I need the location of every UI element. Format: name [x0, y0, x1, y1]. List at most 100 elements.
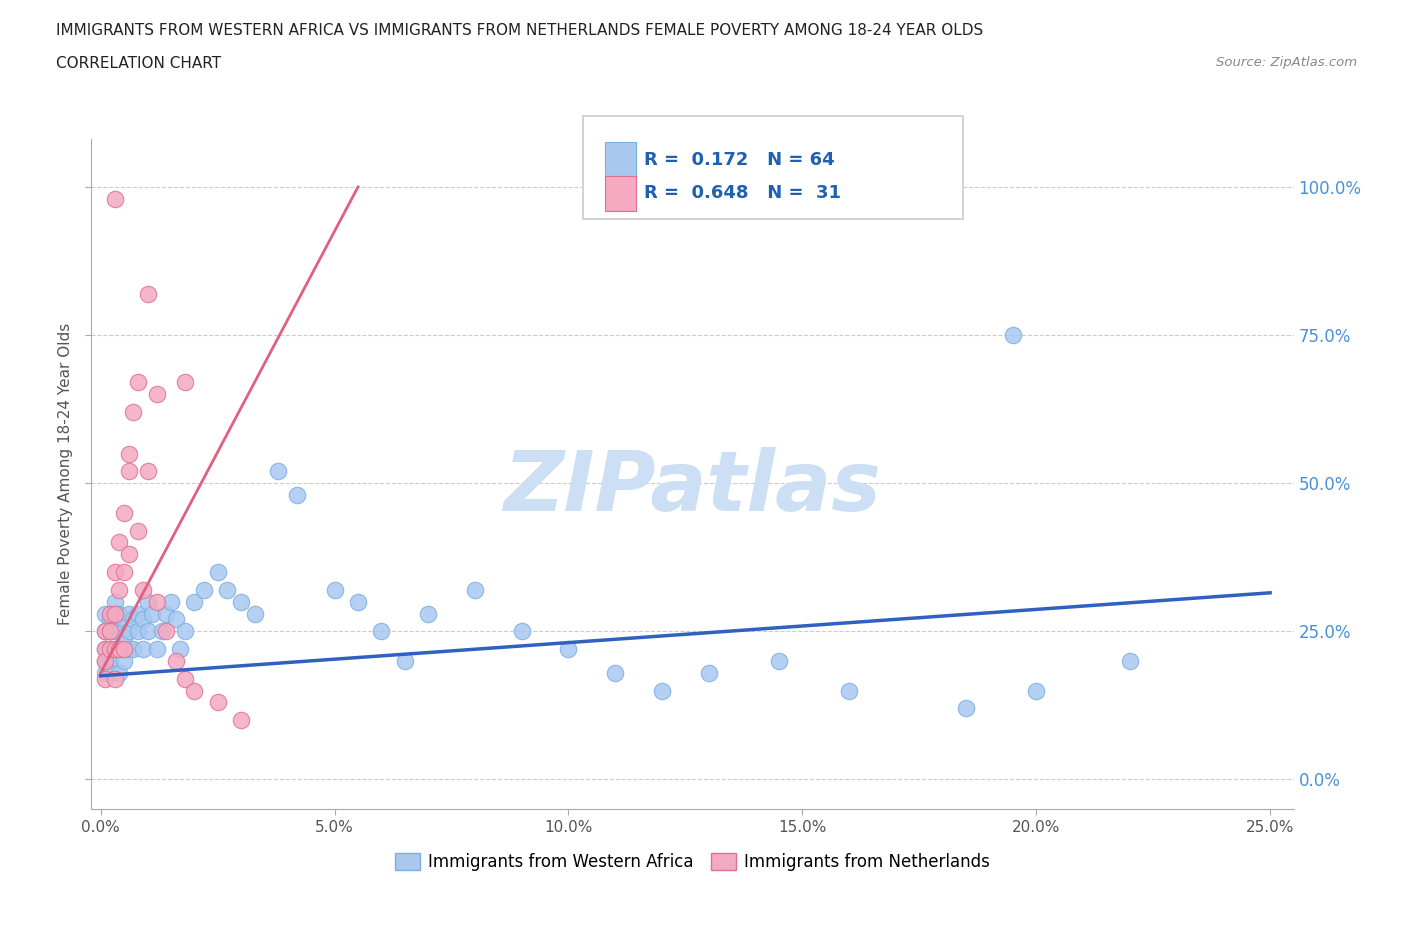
Point — [229, 712, 252, 727]
Point — [94, 624, 117, 639]
Point — [98, 665, 121, 680]
Y-axis label: Female Poverty Among 18-24 Year Olds: Female Poverty Among 18-24 Year Olds — [58, 324, 73, 625]
Text: Source: ZipAtlas.com: Source: ZipAtlas.com — [1216, 56, 1357, 69]
Point — [118, 464, 141, 479]
Point — [243, 606, 266, 621]
Point — [651, 684, 673, 698]
Point — [267, 464, 290, 479]
Point — [94, 665, 117, 680]
Point — [118, 606, 141, 621]
Point — [207, 565, 229, 579]
Point — [127, 375, 149, 390]
Point — [323, 582, 346, 597]
Point — [104, 624, 127, 639]
Point — [98, 624, 121, 639]
Point — [108, 642, 131, 657]
Point — [174, 671, 197, 686]
Point — [104, 671, 127, 686]
Text: CORRELATION CHART: CORRELATION CHART — [56, 56, 221, 71]
Point — [98, 612, 121, 627]
Point — [94, 654, 117, 669]
Point — [122, 642, 145, 657]
Point — [464, 582, 486, 597]
Point — [127, 524, 149, 538]
Point — [557, 642, 579, 657]
Point — [118, 446, 141, 461]
Point — [418, 606, 440, 621]
Point — [768, 654, 790, 669]
Point — [122, 405, 145, 419]
Point — [108, 606, 131, 621]
Point — [112, 642, 135, 657]
Point — [955, 701, 977, 716]
Point — [132, 612, 155, 627]
Point — [136, 624, 159, 639]
Point — [104, 606, 127, 621]
Point — [127, 606, 149, 621]
Point — [94, 624, 117, 639]
Point — [229, 594, 252, 609]
Point — [104, 594, 127, 609]
Point — [136, 464, 159, 479]
Point — [94, 642, 117, 657]
Point — [118, 547, 141, 562]
Point — [136, 286, 159, 301]
Point — [155, 606, 177, 621]
Point — [193, 582, 215, 597]
Point — [108, 624, 131, 639]
Point — [150, 624, 173, 639]
Point — [146, 387, 169, 402]
Point — [141, 606, 163, 621]
Text: ZIPatlas: ZIPatlas — [503, 447, 882, 528]
Point — [104, 565, 127, 579]
Point — [108, 642, 131, 657]
Point — [838, 684, 860, 698]
Point — [155, 624, 177, 639]
Point — [183, 594, 205, 609]
Text: R =  0.172   N = 64: R = 0.172 N = 64 — [644, 151, 835, 169]
Point — [207, 695, 229, 710]
Point — [112, 630, 135, 644]
Point — [174, 375, 197, 390]
Point — [1025, 684, 1047, 698]
Point — [122, 612, 145, 627]
Point — [108, 535, 131, 550]
Point — [127, 624, 149, 639]
Point — [112, 654, 135, 669]
Point — [112, 505, 135, 520]
Point — [165, 612, 187, 627]
Point — [183, 684, 205, 698]
Point — [169, 642, 191, 657]
Point — [132, 582, 155, 597]
Point — [510, 624, 533, 639]
Point — [1001, 327, 1024, 342]
Point — [146, 642, 169, 657]
Text: R =  0.648   N =  31: R = 0.648 N = 31 — [644, 184, 841, 203]
Point — [108, 665, 131, 680]
Point — [174, 624, 197, 639]
Point — [112, 565, 135, 579]
Point — [94, 642, 117, 657]
Point — [370, 624, 392, 639]
Point — [98, 606, 121, 621]
Point — [104, 192, 127, 206]
Point — [285, 487, 308, 502]
Point — [98, 654, 121, 669]
Point — [94, 606, 117, 621]
Point — [146, 594, 169, 609]
Point — [215, 582, 238, 597]
Point — [394, 654, 416, 669]
Point — [104, 642, 127, 657]
Point — [132, 642, 155, 657]
Point — [697, 665, 720, 680]
Point — [605, 665, 627, 680]
Legend: Immigrants from Western Africa, Immigrants from Netherlands: Immigrants from Western Africa, Immigran… — [388, 846, 997, 878]
Point — [108, 582, 131, 597]
Point — [118, 642, 141, 657]
Point — [165, 654, 187, 669]
Point — [160, 594, 183, 609]
Point — [347, 594, 370, 609]
Point — [98, 642, 121, 657]
Point — [104, 642, 127, 657]
Point — [94, 654, 117, 669]
